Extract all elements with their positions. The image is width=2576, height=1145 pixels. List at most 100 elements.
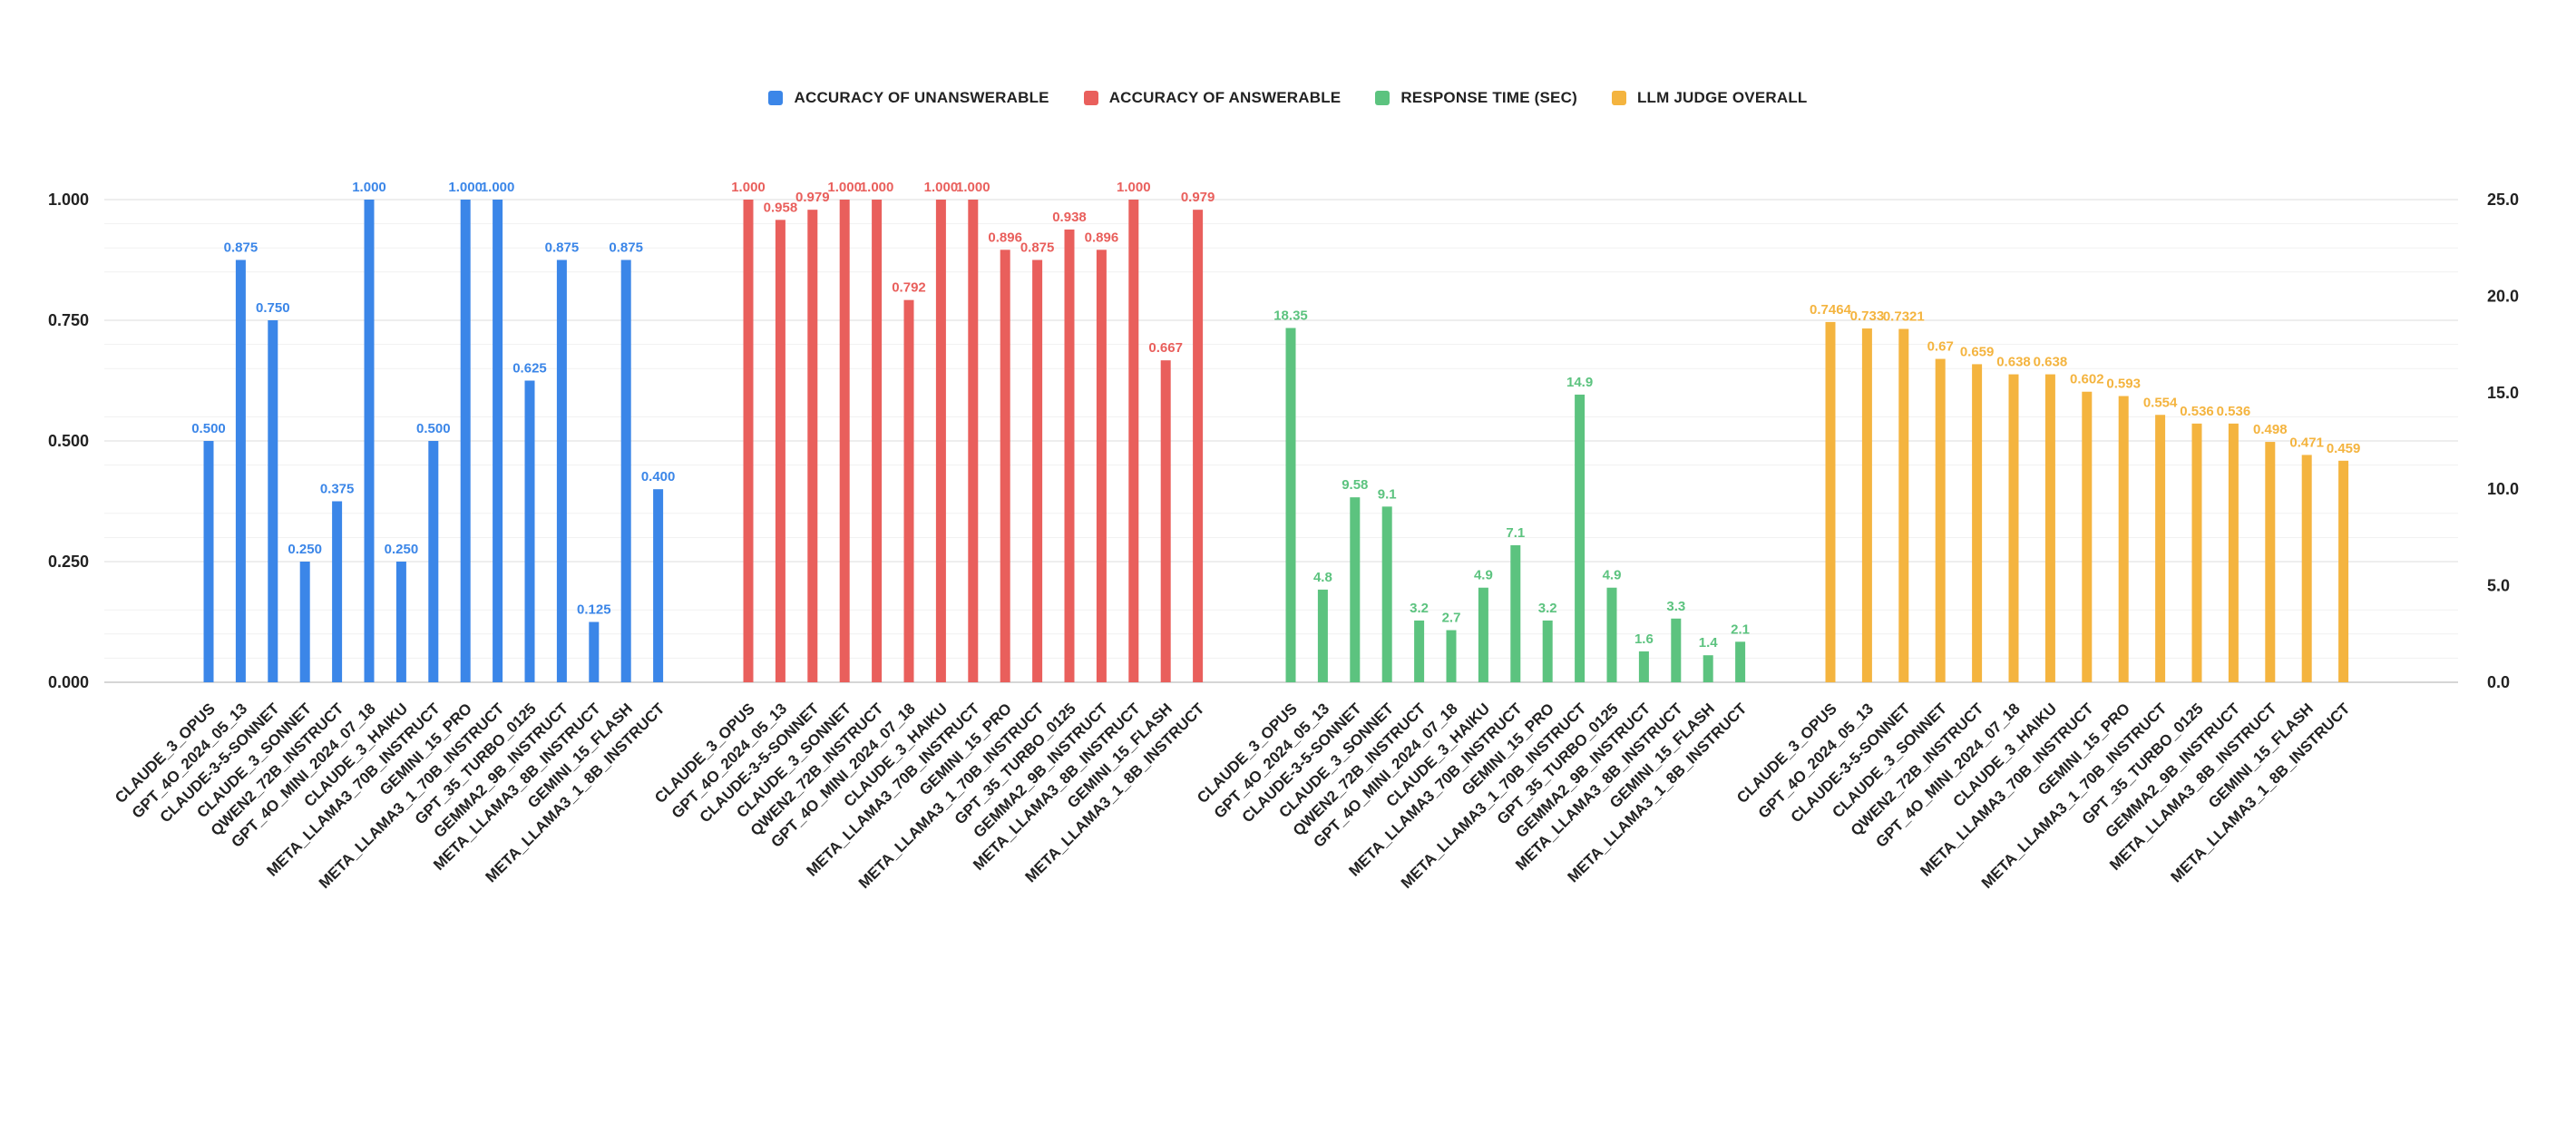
- bar: [1096, 250, 1107, 682]
- bar: [235, 259, 246, 682]
- bar-value-label: 0.625: [512, 361, 547, 377]
- bar: [2191, 423, 2202, 682]
- bar-value-label: 0.638: [1996, 355, 2031, 370]
- bar-value-label: 1.000: [481, 180, 515, 195]
- bar-value-label: 1.000: [731, 180, 766, 195]
- bar: [807, 210, 818, 682]
- legend-label: ACCURACY OF ANSWERABLE: [1108, 89, 1342, 106]
- bar-value-label: 9.1: [1378, 486, 1397, 502]
- bar: [493, 200, 503, 682]
- bar-value-label: 1.000: [448, 180, 483, 195]
- bar: [1446, 630, 1457, 682]
- bar: [743, 200, 754, 682]
- bar: [1317, 589, 1328, 682]
- bar-value-label: 0.125: [577, 602, 611, 618]
- bar-value-label: 0.638: [2034, 355, 2068, 370]
- bar: [332, 501, 343, 682]
- legend-item-accuracy-unanswerable: ACCURACY OF UNANSWERABLE: [768, 89, 1049, 107]
- bar: [1381, 506, 1392, 682]
- legend-swatch: [1611, 91, 1626, 105]
- bar: [1703, 655, 1713, 682]
- bar-value-label: 0.979: [795, 190, 830, 205]
- bar: [1510, 544, 1521, 682]
- bar-value-label: 1.000: [827, 180, 862, 195]
- bar-value-label: 3.2: [1538, 601, 1557, 616]
- bar: [653, 489, 664, 682]
- bar-value-label: 4.9: [1474, 568, 1493, 583]
- bar: [2155, 415, 2166, 682]
- bar-value-label: 2.7: [1442, 611, 1461, 626]
- bar: [872, 200, 883, 682]
- bar-value-label: 0.375: [320, 482, 355, 497]
- bar-value-label: 0.459: [2327, 441, 2361, 456]
- bar-value-label: 0.875: [609, 240, 643, 256]
- bar-value-label: 3.3: [1666, 599, 1685, 614]
- bar-value-label: 0.400: [641, 469, 676, 484]
- bar: [1575, 394, 1586, 682]
- bar-value-label: 0.896: [1085, 230, 1119, 245]
- bar: [2228, 423, 2239, 682]
- bar-value-label: 0.250: [385, 542, 419, 557]
- bar-value-label: 1.000: [860, 180, 894, 195]
- bar: [1285, 328, 1296, 682]
- right-axis-tick-label: 5.0: [2487, 577, 2510, 595]
- bar-value-label: 18.35: [1273, 308, 1308, 324]
- left-axis-tick-label: 0.000: [48, 673, 89, 691]
- legend-swatch: [1375, 91, 1390, 105]
- bar: [1825, 321, 1836, 682]
- bar: [2301, 455, 2312, 682]
- bar: [268, 320, 278, 682]
- bar: [903, 299, 914, 682]
- bar: [1478, 587, 1488, 682]
- right-axis-tick-label: 20.0: [2487, 287, 2519, 305]
- bar: [460, 200, 471, 682]
- right-axis-tick-label: 0.0: [2487, 673, 2510, 691]
- bar-value-label: 1.6: [1634, 631, 1654, 647]
- right-axis-tick-label: 25.0: [2487, 191, 2519, 209]
- bar-value-label: 1.000: [352, 180, 386, 195]
- bar: [1032, 259, 1043, 682]
- right-axis-tick-label: 15.0: [2487, 384, 2519, 402]
- bar-value-label: 9.58: [1342, 477, 1368, 493]
- bar: [1160, 360, 1171, 682]
- legend-label: LLM JUDGE OVERALL: [1636, 89, 1808, 106]
- bar-value-label: 0.792: [892, 280, 926, 296]
- bar-value-label: 1.4: [1699, 635, 1719, 651]
- legend-item-response-time: RESPONSE TIME (SEC): [1375, 89, 1577, 107]
- bar-value-label: 0.250: [288, 542, 322, 557]
- bar: [2118, 396, 2129, 682]
- bar: [1542, 620, 1553, 682]
- bar: [364, 200, 375, 682]
- bar: [1350, 497, 1361, 682]
- right-axis-tick-label: 10.0: [2487, 480, 2519, 498]
- legend-swatch: [768, 91, 784, 105]
- bar: [203, 441, 214, 682]
- bar: [968, 200, 979, 682]
- bar: [299, 562, 310, 682]
- bar: [428, 441, 439, 682]
- bar-value-label: 1.000: [924, 180, 959, 195]
- bar-value-label: 0.500: [416, 421, 451, 436]
- bar: [1735, 641, 1746, 682]
- bar: [1414, 620, 1425, 682]
- bar: [2265, 442, 2276, 682]
- bar-value-label: 0.667: [1148, 340, 1183, 356]
- bar-value-label: 14.9: [1566, 375, 1593, 390]
- bar-value-label: 4.8: [1313, 570, 1332, 585]
- legend-label: ACCURACY OF UNANSWERABLE: [794, 89, 1049, 106]
- bar: [2338, 460, 2349, 682]
- bar-value-label: 4.9: [1603, 568, 1622, 583]
- bar-value-label: 0.67: [1927, 339, 1954, 355]
- bar-value-label: 0.875: [545, 240, 580, 256]
- bar: [1193, 210, 1204, 682]
- bar: [2044, 374, 2055, 682]
- bar: [775, 220, 785, 682]
- bar-value-label: 0.498: [2253, 422, 2288, 437]
- bar: [1128, 200, 1139, 682]
- left-axis-tick-label: 0.500: [48, 432, 89, 450]
- bar: [620, 259, 631, 682]
- chart-legend: ACCURACY OF UNANSWERABLE ACCURACY OF ANS…: [0, 89, 2576, 107]
- left-axis-tick-label: 1.000: [48, 191, 89, 209]
- bar-value-label: 0.602: [2070, 372, 2104, 387]
